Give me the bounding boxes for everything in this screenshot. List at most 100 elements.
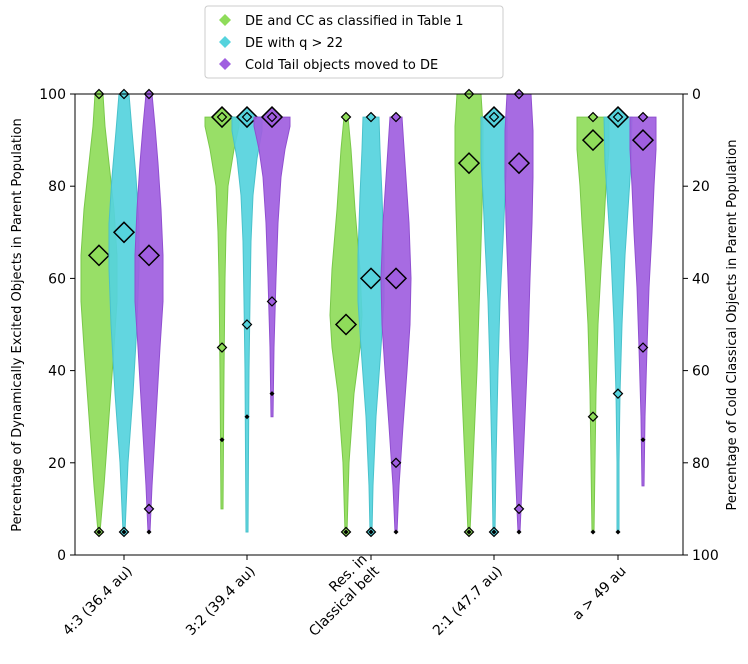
- y-tick-label-left: 60: [48, 271, 66, 287]
- tail-marker: [368, 529, 374, 535]
- tail-marker: [516, 529, 522, 535]
- violin-groups: [80, 88, 657, 538]
- y-tick-label-left: 40: [48, 364, 66, 380]
- violin-body: [357, 116, 385, 533]
- violin-0-2: [329, 111, 363, 538]
- violin-body: [204, 116, 240, 510]
- median-marker: [507, 152, 531, 175]
- tail-marker: [640, 437, 646, 443]
- x-tick-label: 4:3 (36.4 au): [60, 563, 136, 639]
- x-tick-label-line: 2:1 (47.7 au): [430, 563, 506, 639]
- tail-marker: [96, 529, 102, 535]
- median-marker: [631, 129, 655, 152]
- violin-body: [629, 116, 657, 487]
- upper-marker: [637, 111, 649, 123]
- y-tick-label-right: 0: [692, 87, 701, 103]
- lower-marker: [390, 457, 402, 469]
- tail-marker: [244, 414, 250, 420]
- upper-marker: [390, 111, 402, 123]
- violin-1-3: [480, 105, 508, 538]
- lower-marker: [143, 503, 155, 515]
- x-tick-label: a > 49 au: [570, 563, 630, 623]
- violin-2-3: [504, 88, 534, 535]
- violin-body: [380, 116, 412, 533]
- median-marker: [112, 221, 136, 244]
- tail-marker: [466, 529, 472, 535]
- y-tick-label-left: 100: [39, 87, 66, 103]
- violin-body: [108, 93, 140, 533]
- lower-marker: [266, 296, 278, 307]
- y-tick-label-right: 20: [692, 179, 710, 195]
- y-tick-label-right: 60: [692, 364, 710, 380]
- x-tick-label-line: 4:3 (36.4 au): [60, 563, 136, 639]
- violin-1-4: [603, 105, 633, 535]
- lower-marker: [216, 342, 228, 353]
- tail-marker: [121, 529, 127, 535]
- tail-marker: [269, 391, 275, 397]
- median-marker: [581, 129, 605, 152]
- legend-label: DE and CC as classified in Table 1: [245, 14, 464, 29]
- lower-marker: [241, 319, 253, 330]
- upper-marker: [587, 111, 599, 123]
- legend-marker: [219, 36, 231, 48]
- violin-1-1: [231, 105, 263, 533]
- tail-marker: [219, 437, 225, 443]
- tail-marker: [615, 529, 621, 535]
- legend-marker: [219, 14, 231, 26]
- violin-1-0: [108, 88, 140, 538]
- x-tick-label-line: a > 49 au: [570, 563, 630, 623]
- plot-frame: [74, 93, 684, 556]
- lower-marker: [612, 388, 624, 399]
- legend-label: Cold Tail objects moved to DE: [245, 58, 438, 73]
- violin-body: [576, 116, 610, 533]
- y-tick-label-left: 80: [48, 179, 66, 195]
- upper-marker: [241, 111, 253, 123]
- legend-marker: [219, 58, 231, 70]
- violin-body: [480, 116, 508, 533]
- y-axis-label-right: Percentage of Cold Classical Objects in …: [725, 140, 740, 511]
- tail-marker: [343, 529, 349, 535]
- violin-0-4: [576, 111, 610, 535]
- lower-marker: [587, 411, 599, 423]
- lower-marker: [637, 342, 649, 353]
- median-marker: [334, 313, 358, 336]
- upper-marker: [488, 111, 500, 123]
- upper-marker: [340, 111, 352, 123]
- tail-marker: [146, 529, 152, 535]
- median-marker: [457, 152, 481, 175]
- y-tick-label-right: 100: [692, 548, 719, 564]
- y-axis-label-left: Percentage of Dynamically Excited Object…: [10, 118, 25, 531]
- y-tick-label-left: 20: [48, 456, 66, 472]
- y-tick-label-left: 0: [57, 548, 66, 564]
- violin-body: [603, 116, 633, 533]
- median-marker: [87, 244, 111, 267]
- tail-marker: [491, 529, 497, 535]
- upper-marker: [365, 111, 377, 123]
- y-tick-label-right: 80: [692, 456, 710, 472]
- violin-2-2: [380, 111, 412, 535]
- median-marker: [359, 267, 383, 290]
- upper-marker: [266, 111, 278, 123]
- violin-0-3: [454, 88, 484, 538]
- upper-marker: [612, 111, 624, 123]
- x-tick-label: 3:2 (39.4 au): [183, 563, 259, 639]
- tail-marker: [393, 529, 399, 535]
- median-marker: [384, 267, 408, 290]
- median-marker: [137, 244, 161, 267]
- x-tick-label-line: 3:2 (39.4 au): [183, 563, 259, 639]
- lower-marker: [513, 503, 525, 515]
- tail-marker: [590, 529, 596, 535]
- legend-label: DE with q > 22: [245, 36, 343, 51]
- upper-marker: [216, 111, 228, 123]
- y-tick-label-right: 40: [692, 271, 710, 287]
- violin-body: [253, 116, 291, 418]
- x-tick-label: 2:1 (47.7 au): [430, 563, 506, 639]
- violin-2-4: [629, 111, 657, 487]
- violin-1-2: [357, 111, 385, 538]
- violin-2-1: [253, 105, 291, 418]
- violin-0-1: [204, 105, 240, 510]
- legend-box: [204, 5, 504, 79]
- violin-2-0: [134, 88, 164, 535]
